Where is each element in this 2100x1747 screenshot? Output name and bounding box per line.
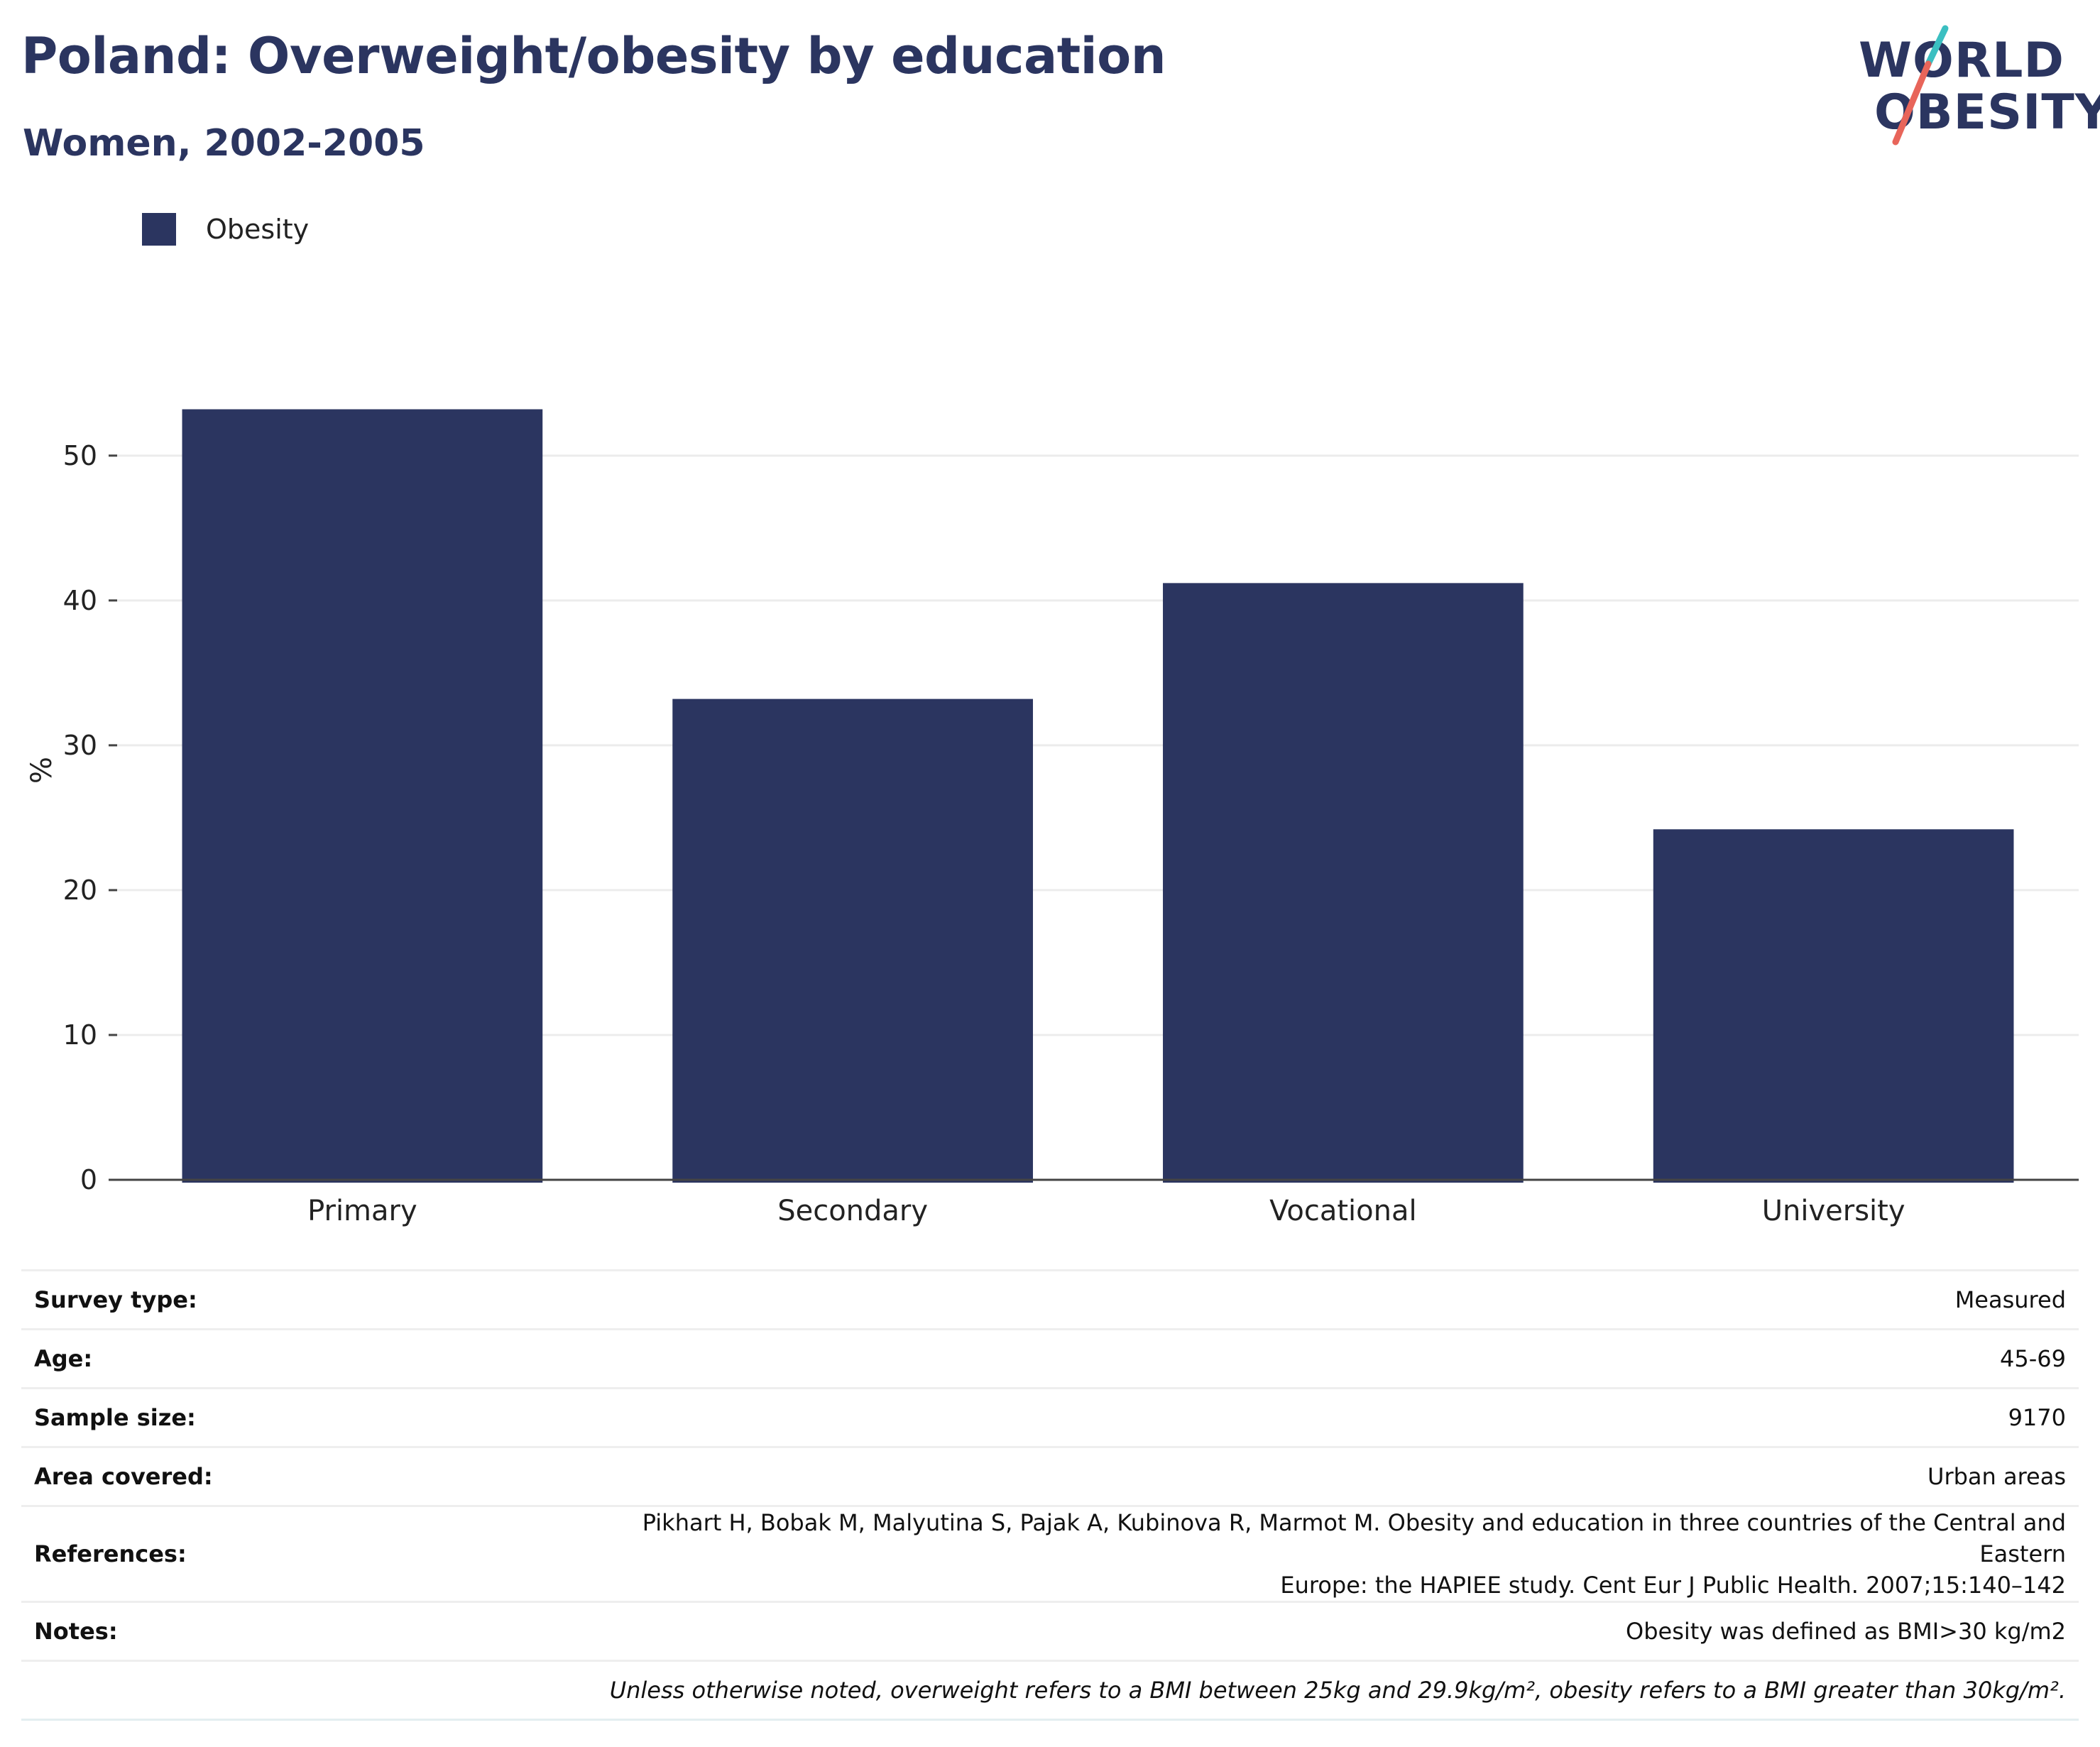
info-key: Area covered: [34, 1463, 213, 1490]
info-key: Sample size: [34, 1404, 196, 1431]
info-key: Age: [34, 1345, 93, 1372]
chart-title: Poland: Overweight/obesity by education [21, 27, 1166, 85]
x-category-label: University [1762, 1195, 1905, 1227]
info-row-area-covered: Area covered: Urban areas [21, 1447, 2079, 1506]
info-row-sample-size: Sample size: 9170 [21, 1388, 2079, 1447]
reference-line-2: Europe: the HAPIEE study. Cent Eur J Pub… [1280, 1572, 2066, 1599]
info-key: Notes: [34, 1618, 118, 1645]
bar-secondary [672, 699, 1033, 1183]
info-value: Measured [1954, 1286, 2066, 1313]
y-axis-title: % [26, 757, 58, 784]
bar-primary [182, 409, 543, 1183]
y-tick-label: 40 [63, 585, 97, 616]
info-row-age: Age: 45-69 [21, 1329, 2079, 1389]
info-value: Obesity was defined as BMI>30 kg/m2 [1626, 1618, 2066, 1645]
world-obesity-logo: WORLD OBESITY [1853, 21, 2100, 149]
info-row-survey-type: Survey type: Measured [21, 1270, 2079, 1330]
bar-chart: 0 10 20 30 40 50% Primary Secondary Vocational Un… [26, 409, 2079, 1227]
logo-slash-icon [1892, 25, 1949, 146]
info-value: 45-69 [2000, 1345, 2066, 1372]
reference-line-1: Pikhart H, Bobak M, Malyutina S, Pajak A… [642, 1509, 2066, 1567]
legend-label-obesity: Obesity [206, 214, 310, 245]
x-category-label: Secondary [777, 1195, 928, 1227]
logo-line-1: WORLD [1859, 33, 2065, 89]
y-tick-label: 30 [63, 730, 97, 761]
footnote-text: Unless otherwise noted, overweight refer… [21, 1660, 2079, 1721]
bar-university [1653, 829, 2014, 1183]
info-value: Pikhart H, Bobak M, Malyutina S, Pajak A… [544, 1506, 2079, 1602]
legend-swatch-obesity [142, 213, 176, 246]
info-row-references: References: Pikhart H, Bobak M, Malyutin… [21, 1506, 2079, 1602]
y-tick-label: 0 [80, 1164, 97, 1195]
info-row-notes: Notes: Obesity was defined as BMI>30 kg/… [21, 1601, 2079, 1661]
x-category-label: Primary [307, 1195, 417, 1227]
y-tick-label: 10 [63, 1019, 97, 1051]
info-key: References: [34, 1540, 187, 1567]
info-key: Survey type: [34, 1286, 197, 1313]
info-value: Urban areas [1927, 1463, 2066, 1490]
survey-info-table: Survey type: Measured Age: 45-69 Sample … [21, 1269, 2079, 1721]
info-value: 9170 [2008, 1404, 2066, 1431]
x-category-label: Vocational [1269, 1195, 1416, 1227]
y-tick-label: 50 [63, 440, 97, 471]
y-tick-label: 20 [63, 875, 97, 906]
info-row-footnote: Unless otherwise noted, overweight refer… [21, 1660, 2079, 1721]
bar-vocational [1163, 583, 1524, 1183]
chart-subtitle: Women, 2002-2005 [23, 122, 425, 165]
